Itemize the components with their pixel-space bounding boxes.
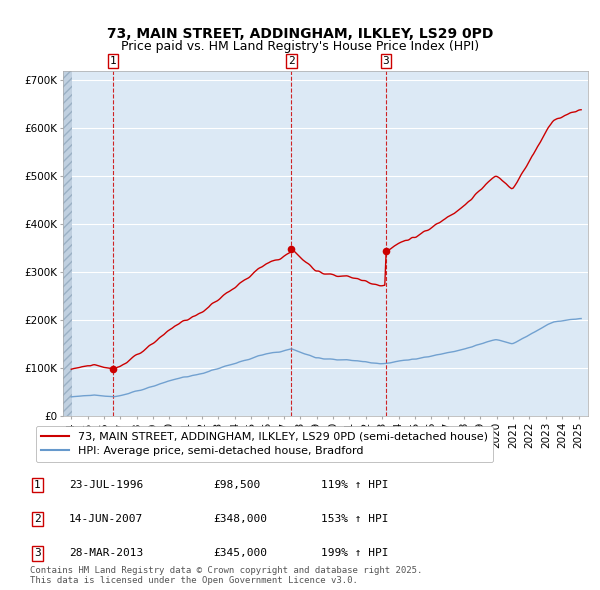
Text: 3: 3 — [383, 55, 389, 65]
Text: Contains HM Land Registry data © Crown copyright and database right 2025.
This d: Contains HM Land Registry data © Crown c… — [30, 566, 422, 585]
Text: £98,500: £98,500 — [213, 480, 260, 490]
Text: 119% ↑ HPI: 119% ↑ HPI — [321, 480, 389, 490]
Text: 28-MAR-2013: 28-MAR-2013 — [69, 549, 143, 558]
Text: 199% ↑ HPI: 199% ↑ HPI — [321, 549, 389, 558]
Text: £345,000: £345,000 — [213, 549, 267, 558]
Text: 2: 2 — [34, 514, 41, 524]
Text: 3: 3 — [34, 549, 41, 558]
Text: 153% ↑ HPI: 153% ↑ HPI — [321, 514, 389, 524]
Text: 2: 2 — [288, 55, 295, 65]
Legend: 73, MAIN STREET, ADDINGHAM, ILKLEY, LS29 0PD (semi-detached house), HPI: Average: 73, MAIN STREET, ADDINGHAM, ILKLEY, LS29… — [35, 426, 493, 462]
Text: 23-JUL-1996: 23-JUL-1996 — [69, 480, 143, 490]
Text: 14-JUN-2007: 14-JUN-2007 — [69, 514, 143, 524]
Text: 73, MAIN STREET, ADDINGHAM, ILKLEY, LS29 0PD: 73, MAIN STREET, ADDINGHAM, ILKLEY, LS29… — [107, 27, 493, 41]
Text: Price paid vs. HM Land Registry's House Price Index (HPI): Price paid vs. HM Land Registry's House … — [121, 40, 479, 53]
Bar — [63, 71, 72, 416]
Text: £348,000: £348,000 — [213, 514, 267, 524]
Text: 1: 1 — [110, 55, 116, 65]
Text: 1: 1 — [34, 480, 41, 490]
